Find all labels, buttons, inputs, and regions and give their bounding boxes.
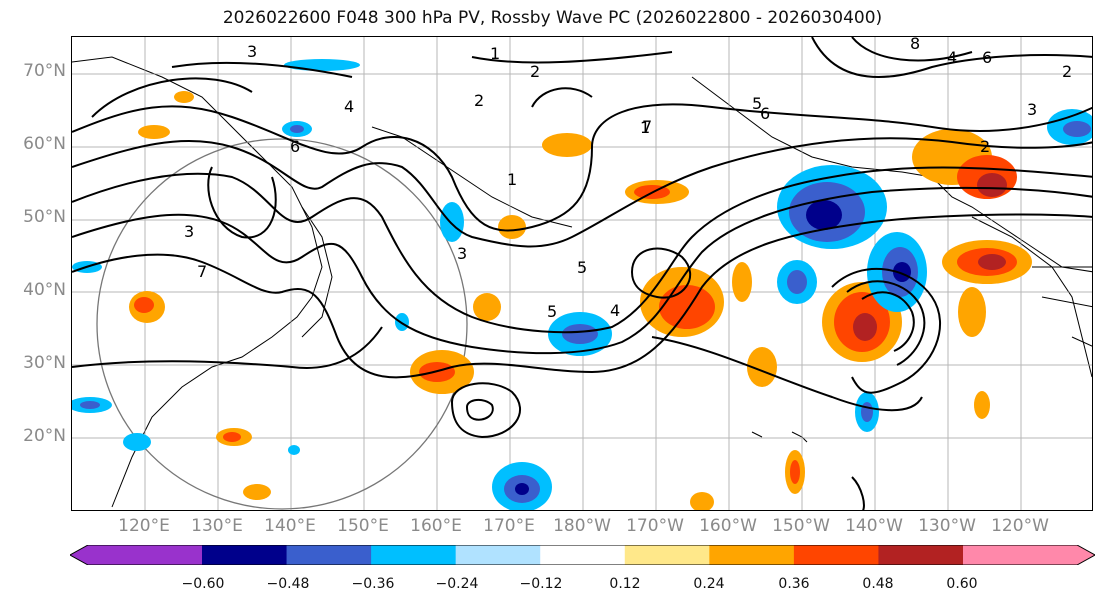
colorbar-cells [70, 545, 1095, 565]
colorbar-tick: −0.48 [266, 576, 310, 592]
colorbar-cell [624, 545, 710, 565]
contour-label: 4 [344, 97, 354, 116]
contour-label-group: 3 1 2 4 6 5 7 8 3 2 5 4 6 1 3 2 5 4 7 3 … [184, 37, 1072, 321]
colorbar-tick: 0.48 [862, 576, 894, 592]
contour-label: 4 [610, 301, 620, 320]
colorbar-cell [371, 545, 457, 565]
contour-label: 2 [1062, 62, 1072, 81]
chart-title: 2026022600 F048 300 hPa PV, Rossby Wave … [222, 8, 883, 28]
pv-contours [72, 37, 1092, 510]
lon-label: 140°W [845, 516, 903, 536]
lon-label: 130°E [191, 516, 243, 536]
colorbar-tick: 0.12 [609, 576, 641, 592]
lat-label-60n: 60°N [23, 134, 66, 154]
lon-label: 140°E [264, 516, 316, 536]
map-svg: 3 1 2 4 6 5 7 8 3 2 5 4 6 1 3 2 5 4 7 3 … [72, 37, 1092, 510]
lon-label: 130°W [918, 516, 976, 536]
colorbar-tick: −0.24 [435, 576, 479, 592]
lon-label: 120°E [118, 516, 170, 536]
lon-label: 170°E [483, 516, 535, 536]
colorbar-cell [793, 545, 879, 565]
lat-label-20n: 20°N [23, 426, 66, 446]
lon-label: 160°E [410, 516, 462, 536]
contour-label: 3 [184, 222, 194, 241]
lat-label-50n: 50°N [23, 207, 66, 227]
lon-label: 150°W [772, 516, 830, 536]
colorbar-cell [709, 545, 795, 565]
contour-label: 1 [490, 44, 500, 63]
colorbar-cell [878, 545, 964, 565]
contour-label: 1 [640, 118, 650, 137]
colorbar-cell [455, 545, 541, 565]
colorbar-cell [540, 545, 626, 565]
highlight-circle [96, 138, 468, 510]
contour-label: 7 [642, 117, 652, 136]
graticule [72, 37, 1092, 510]
contour-label: 6 [982, 48, 992, 67]
contour-label: 3 [247, 42, 257, 61]
contour-label: 3 [1027, 100, 1037, 119]
lat-label-40n: 40°N [23, 280, 66, 300]
contour-label: 6 [760, 104, 770, 123]
map-panel: 3 1 2 4 6 5 7 8 3 2 5 4 6 1 3 2 5 4 7 3 … [71, 36, 1093, 511]
colorbar-cell [286, 545, 372, 565]
contour-label: 5 [752, 94, 762, 113]
colorbar-tick: 0.24 [693, 576, 725, 592]
contour-label: 5 [577, 258, 587, 277]
contour-label: 1 [507, 170, 517, 189]
colorbar-tick: −0.36 [351, 576, 395, 592]
colorbar-cell [963, 545, 1095, 565]
contour-label: 2 [474, 91, 484, 110]
colorbar-tick: −0.12 [519, 576, 563, 592]
lon-label: 160°W [699, 516, 757, 536]
colorbar-cell [70, 545, 202, 565]
colorbar-tick: 0.60 [946, 576, 978, 592]
contour-label: 8 [910, 37, 920, 53]
contour-label: 4 [947, 48, 957, 67]
contour-label: 3 [457, 244, 467, 263]
contour-label: 6 [290, 137, 300, 156]
colorbar-tick: 0.36 [778, 576, 810, 592]
lat-label-30n: 30°N [23, 353, 66, 373]
colorbar [70, 545, 1095, 565]
contour-label: 2 [980, 137, 990, 156]
contour-label: 2 [530, 62, 540, 81]
lat-label-70n: 70°N [23, 61, 66, 81]
contour-label: 7 [197, 262, 207, 281]
lon-label: 150°E [337, 516, 389, 536]
colorbar-tick: −0.60 [181, 576, 225, 592]
lon-label: 180°W [553, 516, 611, 536]
lon-label: 170°W [626, 516, 684, 536]
colorbar-cell [202, 545, 288, 565]
contour-label: 5 [547, 302, 557, 321]
lon-label: 120°W [991, 516, 1049, 536]
